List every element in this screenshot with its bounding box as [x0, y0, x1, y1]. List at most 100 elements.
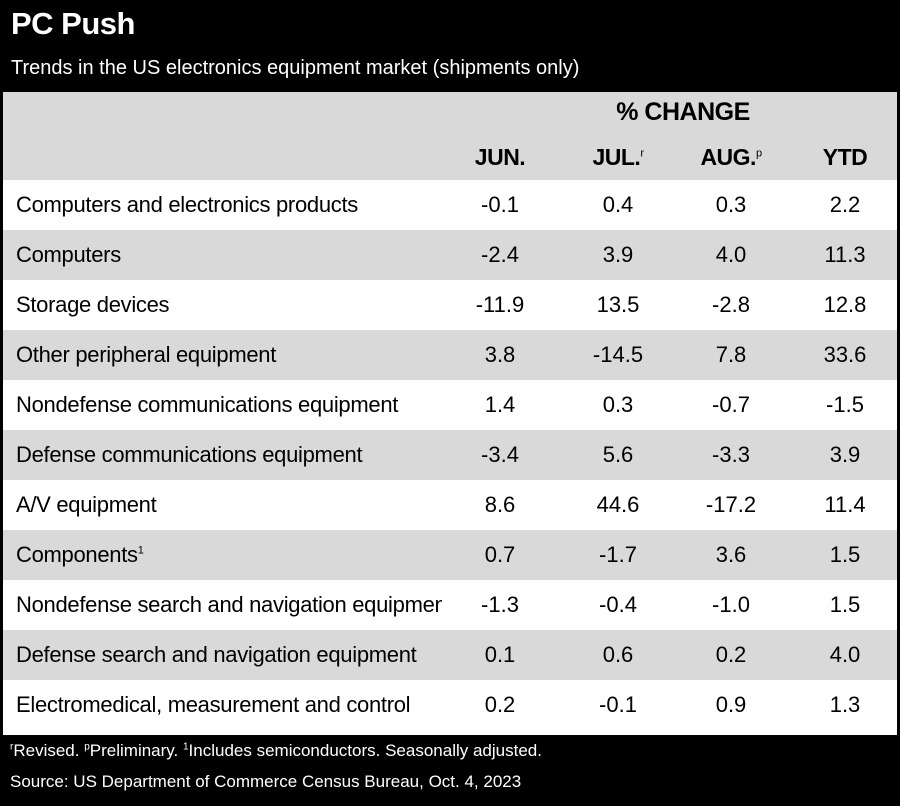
table-cell: -1.7: [599, 542, 637, 567]
footnote-mark: 1: [182, 741, 189, 753]
row-label: Computers: [16, 242, 442, 268]
chart-title: PC Push: [11, 6, 135, 41]
table-cell: -11.9: [475, 292, 525, 317]
table-row: Defense search and navigation equipment 0…: [3, 630, 897, 680]
table-cell: 5.6: [602, 442, 634, 467]
row-label: Defense search and navigation equipment: [16, 642, 442, 668]
table-row: Computers -2.4 3.9 4.0 11.3: [3, 230, 897, 280]
table-header: % CHANGE JUN. JUL.r AUG.p YTD: [3, 92, 897, 180]
row-label-text: Other peripheral equipment: [16, 342, 277, 367]
table-cell: -0.7: [712, 392, 750, 417]
column-header: AUG.p: [681, 144, 781, 171]
footnote-text: Revised.: [13, 741, 85, 760]
row-label: Electromedical, measurement and control: [16, 692, 442, 718]
row-label-text: Computers and electronics products: [16, 192, 358, 217]
table-row: Defense communications equipment -3.4 5.6 -…: [3, 430, 897, 480]
table-cell: -2.8: [712, 292, 750, 317]
source-note: Source: US Department of Commerce Census…: [10, 772, 522, 791]
column-mark: r: [640, 147, 644, 160]
column-label: AUG.: [700, 144, 756, 170]
column-header: JUL.r: [568, 144, 668, 171]
data-table: % CHANGE JUN. JUL.r AUG.p YTD Computers …: [3, 92, 897, 735]
table-cell: 3.8: [484, 342, 516, 367]
table-cell: 11.3: [824, 242, 866, 267]
table-cell: 0.2: [484, 692, 516, 717]
table-cell: 0.7: [484, 542, 516, 567]
table-cell: 0.4: [602, 192, 634, 217]
table-cell: 4.0: [829, 642, 861, 667]
table-cell: 1.5: [829, 592, 861, 617]
table-cell: -1.5: [826, 392, 864, 417]
footnote-mark: r: [10, 741, 14, 753]
table-cell: -0.1: [599, 692, 637, 717]
table-row: Nondefense communications equipment 1.4 0.…: [3, 380, 897, 430]
row-label: A/V equipment: [16, 492, 442, 518]
table-cell: 0.1: [484, 642, 516, 667]
column-label: YTD: [822, 144, 868, 170]
row-label: Defense communications equipment: [16, 442, 442, 468]
table-row: Storage devices -11.9 13.5 -2.8 12.8: [3, 280, 897, 330]
table-cell: 11.4: [824, 492, 866, 517]
row-label-text: Storage devices: [16, 292, 170, 317]
table-cell: 0.9: [715, 692, 747, 717]
table-cell: -3.3: [712, 442, 750, 467]
row-label: Components1: [16, 542, 442, 568]
row-label-text: Defense communications equipment: [16, 442, 363, 467]
row-label-text: Defense search and navigation equipment: [16, 642, 417, 667]
table-cell: -0.4: [599, 592, 637, 617]
table-cell: 1.5: [829, 542, 861, 567]
table-row: Other peripheral equipment 3.8 -14.5 7.8 33.…: [3, 330, 897, 380]
footnote-text: Preliminary.: [89, 741, 183, 760]
column-label: JUL.: [592, 144, 641, 170]
table-cell: 1.4: [484, 392, 516, 417]
column-label: JUN.: [474, 144, 526, 170]
table-cell: 12.8: [823, 292, 867, 317]
row-label-text: Nondefense search and navigation equipme…: [16, 592, 442, 617]
table-cell: 13.5: [596, 292, 640, 317]
table-row: A/V equipment 8.6 44.6 -17.2 11.4: [3, 480, 897, 530]
row-label: Storage devices: [16, 292, 442, 318]
row-label: Computers and electronics products: [16, 192, 442, 218]
table-row: Nondefense search and navigation equipme…: [3, 580, 897, 630]
table-cell: 44.6: [596, 492, 640, 517]
table-cell: -0.1: [481, 192, 519, 217]
table-cell: -14.5: [592, 342, 644, 367]
row-label: Nondefense search and navigation equipme…: [16, 592, 442, 618]
table-cell: 7.8: [715, 342, 747, 367]
table-cell: 33.6: [823, 342, 867, 367]
footnote: rRevised. pPreliminary. 1Includes semico…: [10, 741, 542, 761]
table-row: Electromedical, measurement and control 0…: [3, 680, 897, 730]
table-cell: 0.2: [715, 642, 747, 667]
table-cell: 0.3: [602, 392, 634, 417]
table-cell: -3.4: [481, 442, 519, 467]
column-mark: p: [755, 147, 762, 160]
row-label-mark: 1: [137, 544, 144, 557]
table-cell: -2.4: [481, 242, 519, 267]
row-label-text: Components: [16, 542, 138, 567]
group-header: % CHANGE: [616, 98, 750, 126]
table-cell: 4.0: [715, 242, 747, 267]
table-row: Computers and electronics products -0.1 0.…: [3, 180, 897, 230]
table-cell: 0.6: [602, 642, 634, 667]
footnote-mark: p: [84, 741, 90, 753]
table-cell: 0.3: [715, 192, 747, 217]
table-cell: -1.3: [481, 592, 519, 617]
table-cell: 3.9: [829, 442, 861, 467]
table-cell: -17.2: [705, 492, 757, 517]
table-cell: 3.6: [715, 542, 747, 567]
row-label-text: A/V equipment: [16, 492, 157, 517]
row-label-text: Electromedical, measurement and control: [16, 692, 411, 717]
table-cell: 3.9: [602, 242, 634, 267]
table-cell: 8.6: [484, 492, 516, 517]
chart-subtitle: Trends in the US electronics equipment m…: [11, 57, 580, 79]
row-label-text: Computers: [16, 242, 121, 267]
row-label: Other peripheral equipment: [16, 342, 442, 368]
column-header: JUN.: [450, 144, 550, 171]
column-header: YTD: [795, 144, 895, 171]
footnote-text: Includes semiconductors. Seasonally adju…: [188, 741, 542, 760]
row-label-text: Nondefense communications equipment: [16, 392, 399, 417]
table-cell: -1.0: [712, 592, 750, 617]
table-cell: 1.3: [829, 692, 861, 717]
table-row: Components1 0.7 -1.7 3.6 1.5: [3, 530, 897, 580]
